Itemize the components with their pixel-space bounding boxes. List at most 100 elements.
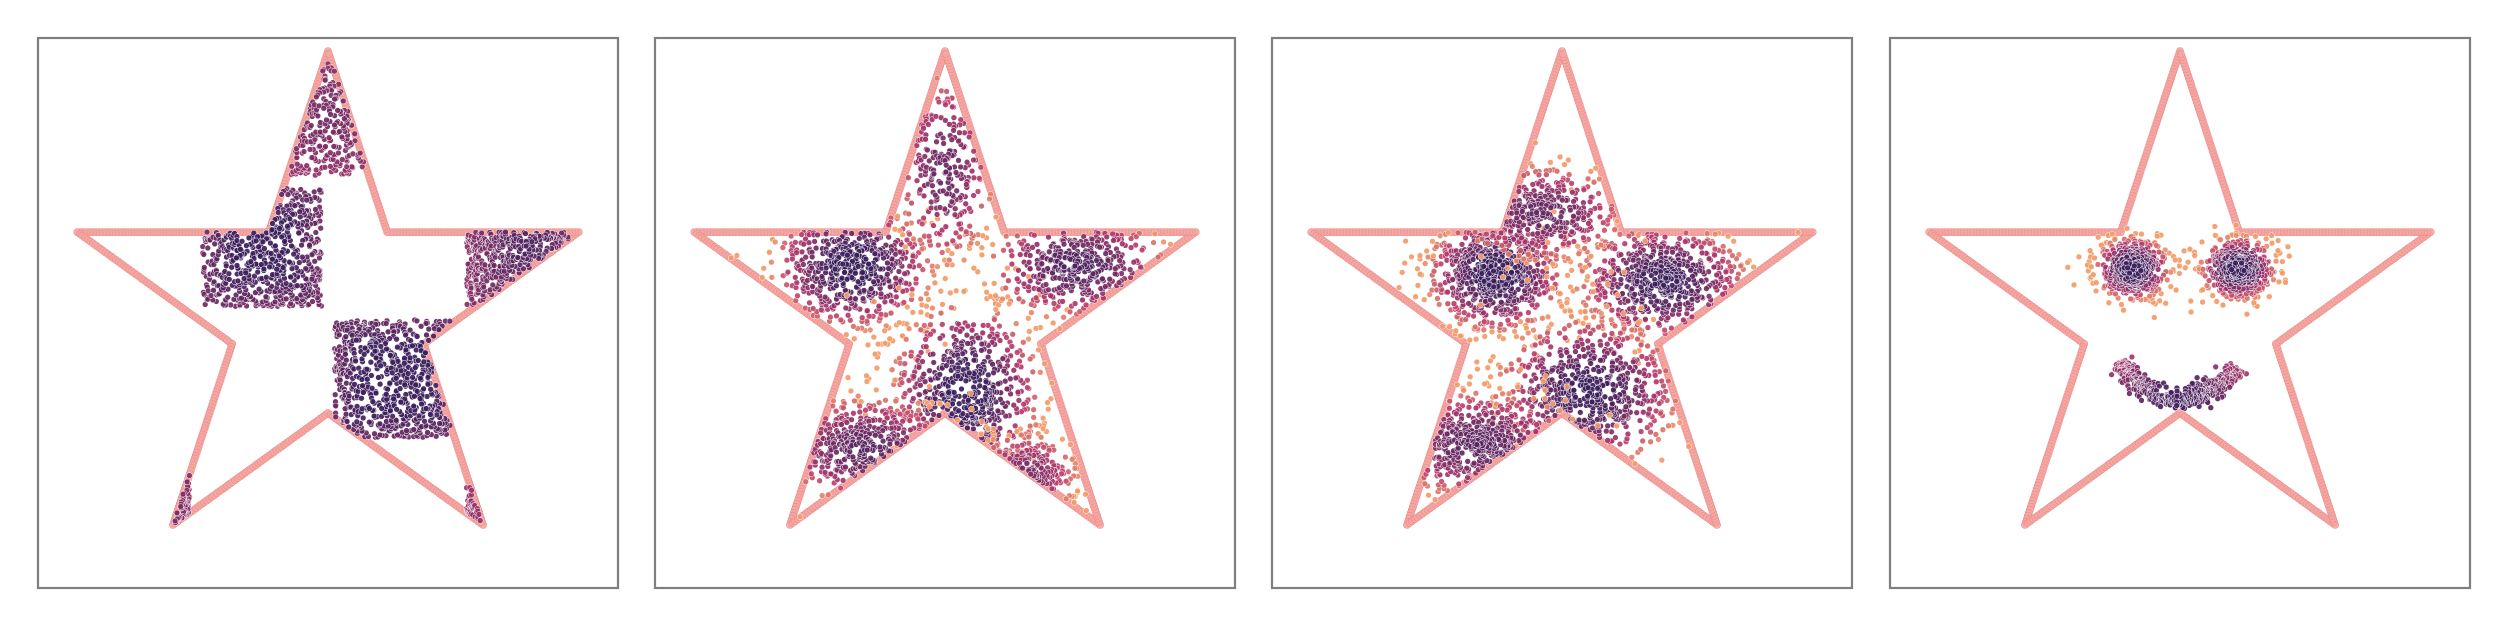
particle (978, 347, 985, 354)
particle (1112, 265, 1119, 272)
particle (303, 196, 310, 204)
particle (396, 385, 404, 392)
particle (327, 111, 334, 118)
particle (948, 304, 955, 311)
particle (1025, 259, 1033, 266)
particle (842, 304, 849, 312)
particle (806, 463, 814, 471)
particle (1015, 397, 1023, 404)
particle (870, 298, 878, 305)
particle (1059, 298, 1066, 305)
particle (223, 262, 230, 269)
particle (225, 270, 233, 277)
particle (915, 364, 923, 371)
particle (389, 413, 396, 420)
particle (407, 337, 414, 344)
particle (376, 381, 384, 388)
particle (816, 477, 823, 484)
particle (907, 352, 915, 360)
particle (298, 241, 305, 249)
particle (316, 186, 323, 194)
particle (978, 418, 985, 425)
particle (394, 344, 401, 351)
particle (906, 417, 913, 424)
particle (1024, 384, 1031, 391)
particle (353, 418, 360, 425)
particle (784, 268, 792, 276)
particle (822, 230, 830, 238)
particle (914, 415, 921, 422)
particle (207, 292, 215, 299)
particle (896, 410, 904, 418)
particle (913, 321, 920, 328)
particle (877, 290, 885, 297)
particle (833, 312, 840, 320)
particle (306, 242, 313, 249)
particle (1033, 241, 1041, 248)
particle (1080, 277, 1087, 285)
particle (203, 228, 211, 236)
particle (966, 369, 973, 377)
particle (896, 319, 903, 326)
particle (1004, 346, 1011, 354)
particle (924, 257, 931, 264)
particle (906, 387, 913, 394)
particle (1060, 263, 1068, 270)
particle (284, 223, 291, 230)
particle (870, 333, 877, 341)
particle (874, 340, 882, 348)
particle (937, 309, 945, 317)
particle (1030, 406, 1037, 413)
particle (1025, 283, 1032, 290)
particle (1082, 301, 1090, 309)
particle (937, 400, 944, 407)
particle (1032, 294, 1040, 301)
particle (343, 163, 350, 170)
particle (367, 359, 375, 366)
particle (827, 470, 835, 478)
particle (924, 284, 932, 292)
particle (916, 262, 923, 269)
particle (954, 416, 961, 424)
particle (1127, 244, 1135, 251)
particle (375, 374, 382, 381)
particle (936, 371, 943, 378)
particle (968, 327, 976, 334)
particle (885, 221, 892, 229)
particle (900, 429, 907, 436)
particle (268, 226, 276, 233)
particle (921, 378, 929, 385)
particle (478, 229, 485, 237)
particle (343, 418, 351, 425)
particle (863, 378, 871, 385)
particle (893, 293, 900, 301)
particle (862, 255, 870, 263)
particle (772, 238, 779, 246)
particle (423, 331, 430, 339)
particle (974, 334, 982, 341)
particle (424, 381, 432, 388)
particle (768, 259, 775, 266)
particle (955, 407, 962, 414)
particle (1102, 283, 1109, 290)
particle (446, 318, 454, 325)
particle (859, 295, 867, 302)
particle (1020, 339, 1027, 346)
particle (875, 399, 883, 406)
particle (383, 391, 390, 398)
particle (850, 410, 857, 417)
particle (906, 403, 913, 411)
particle (1025, 335, 1032, 343)
particle (401, 360, 408, 367)
particle (245, 234, 253, 242)
particle (964, 340, 971, 347)
particle (929, 304, 936, 312)
particle (892, 275, 899, 282)
particle (226, 276, 233, 283)
particle (358, 405, 366, 412)
particle (261, 245, 268, 252)
particle (432, 382, 440, 389)
particle (351, 130, 358, 137)
particle (383, 345, 390, 353)
particle (871, 350, 879, 358)
